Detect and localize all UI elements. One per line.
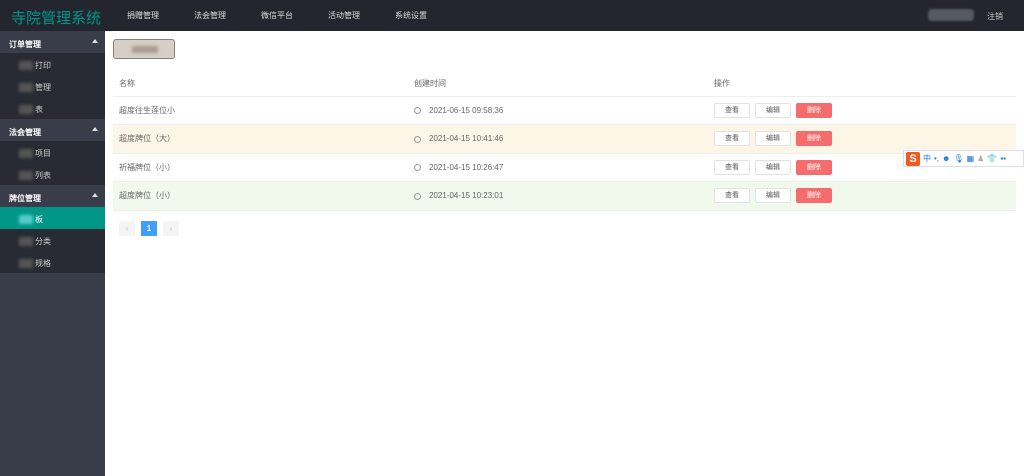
- prev-page-button[interactable]: ‹: [119, 221, 135, 236]
- top-header: 寺院管理系统 捐赠管理 法会管理 微信平台 活动管理 系统设置 注销: [0, 0, 1024, 31]
- delete-button[interactable]: 删除: [796, 159, 832, 175]
- group-label: 订单管理: [9, 40, 41, 49]
- row-time: 2021-04-15 10:23:01: [414, 181, 714, 211]
- delete-button[interactable]: 删除: [796, 131, 832, 147]
- sidebar-item[interactable]: 项目: [0, 141, 105, 163]
- item-label: 管理: [35, 83, 51, 92]
- caret-up-icon: [92, 127, 98, 131]
- row-time: 2021-04-15 10:41:46: [414, 124, 714, 154]
- keyboard-icon[interactable]: ▦: [966, 154, 975, 163]
- nav-activity[interactable]: 活动管理: [328, 11, 360, 20]
- edit-button[interactable]: 编辑: [755, 131, 791, 147]
- add-button[interactable]: [113, 39, 175, 59]
- view-button[interactable]: 查看: [714, 131, 750, 147]
- col-time: 创建时间: [414, 71, 714, 97]
- next-page-button[interactable]: ›: [163, 221, 179, 236]
- sidebar: 订单管理 打印 管理 表 法会管理 项目 列表 牌位管理 板 分类 规格: [0, 31, 105, 476]
- sogou-logo-icon[interactable]: S: [906, 151, 920, 166]
- row-time: 2021-06-15 09:58:36: [414, 96, 714, 125]
- top-nav: 捐赠管理 法会管理 微信平台 活动管理 系统设置: [118, 0, 453, 31]
- sidebar-item[interactable]: 打印: [0, 53, 105, 75]
- skin-icon[interactable]: 👕: [987, 154, 998, 163]
- item-label: 项目: [35, 149, 51, 158]
- sidebar-group-dharma[interactable]: 法会管理: [0, 119, 105, 141]
- main-content: 名称 创建时间 操作 超度往生莲位小 2021-06-15 09:58:36 查…: [105, 31, 1024, 476]
- logout-link[interactable]: 注销: [987, 12, 1003, 21]
- clock-icon: [414, 192, 421, 200]
- row-name: 超度牌位（大）: [113, 124, 414, 154]
- row-name: 祈福牌位（小）: [113, 153, 414, 182]
- row-actions: 查看 编辑 删除: [714, 96, 1016, 125]
- time-text: 2021-04-15 10:26:47: [429, 162, 504, 172]
- page-1-button[interactable]: 1: [141, 221, 157, 236]
- item-label: 列表: [35, 171, 51, 180]
- data-table: 名称 创建时间 操作 超度往生莲位小 2021-06-15 09:58:36 查…: [113, 71, 1016, 211]
- sidebar-item[interactable]: 列表: [0, 163, 105, 185]
- view-button[interactable]: 查看: [714, 159, 750, 175]
- table-row: 祈福牌位（小） 2021-04-15 10:26:47 查看 编辑 删除: [113, 153, 1016, 182]
- nav-settings[interactable]: 系统设置: [395, 11, 427, 20]
- item-label: 分类: [35, 237, 51, 246]
- nav-donation[interactable]: 捐赠管理: [127, 11, 159, 20]
- col-name: 名称: [113, 71, 414, 97]
- view-button[interactable]: 查看: [714, 102, 750, 118]
- sidebar-item[interactable]: 管理: [0, 75, 105, 97]
- time-text: 2021-04-15 10:23:01: [429, 191, 504, 201]
- edit-button[interactable]: 编辑: [755, 159, 791, 175]
- delete-button[interactable]: 删除: [796, 102, 832, 118]
- caret-up-icon: [92, 39, 98, 43]
- item-label: 板: [35, 215, 43, 224]
- sidebar-group-orders[interactable]: 订单管理: [0, 31, 105, 53]
- view-button[interactable]: 查看: [714, 188, 750, 204]
- row-actions: 查看 编辑 删除: [714, 181, 1016, 211]
- sidebar-group-tablets[interactable]: 牌位管理: [0, 185, 105, 207]
- clock-icon: [414, 135, 421, 143]
- ime-language[interactable]: 中: [923, 154, 931, 163]
- row-actions: 查看 编辑 删除: [714, 124, 1016, 154]
- col-actions: 操作: [714, 71, 1016, 97]
- pagination: ‹ 1 ›: [119, 221, 179, 236]
- nav-dharma[interactable]: 法会管理: [194, 11, 226, 20]
- table-row: 超度牌位（大） 2021-04-15 10:41:46 查看 编辑 删除: [113, 124, 1016, 154]
- sidebar-item-active[interactable]: 板: [0, 207, 105, 229]
- nav-wechat[interactable]: 微信平台: [261, 11, 293, 20]
- group-label: 法会管理: [9, 128, 41, 137]
- punctuation-icon[interactable]: •,: [934, 154, 940, 163]
- delete-button[interactable]: 删除: [796, 188, 832, 204]
- user-icon[interactable]: ♟: [977, 154, 985, 163]
- sidebar-item[interactable]: 表: [0, 97, 105, 119]
- emoji-icon[interactable]: ☻: [942, 154, 951, 163]
- sidebar-item[interactable]: 分类: [0, 229, 105, 251]
- table-row: 超度往生莲位小 2021-06-15 09:58:36 查看 编辑 删除: [113, 96, 1016, 125]
- row-time: 2021-04-15 10:26:47: [414, 153, 714, 182]
- clock-icon: [414, 164, 421, 172]
- time-text: 2021-04-15 10:41:46: [429, 134, 504, 144]
- edit-button[interactable]: 编辑: [755, 188, 791, 204]
- row-name: 超度往生莲位小: [113, 96, 414, 125]
- ime-toolbar[interactable]: S 中 •, ☻ 🎙 ▦ ♟ 👕 ▪▪: [903, 150, 1024, 167]
- item-label: 打印: [35, 61, 51, 70]
- app-title: 寺院管理系统: [11, 10, 102, 27]
- edit-button[interactable]: 编辑: [755, 102, 791, 118]
- row-name: 超度牌位（小）: [113, 181, 414, 211]
- clock-icon: [414, 107, 421, 115]
- item-label: 表: [35, 105, 43, 114]
- group-label: 牌位管理: [9, 194, 41, 203]
- time-text: 2021-06-15 09:58:36: [429, 105, 504, 115]
- user-avatar[interactable]: [928, 9, 974, 21]
- item-label: 规格: [35, 259, 51, 268]
- apps-icon[interactable]: ▪▪: [1000, 154, 1006, 163]
- table-row: 超度牌位（小） 2021-04-15 10:23:01 查看 编辑 删除: [113, 181, 1016, 211]
- sidebar-item[interactable]: 规格: [0, 251, 105, 273]
- caret-up-icon: [92, 193, 98, 197]
- microphone-icon[interactable]: 🎙: [953, 154, 964, 163]
